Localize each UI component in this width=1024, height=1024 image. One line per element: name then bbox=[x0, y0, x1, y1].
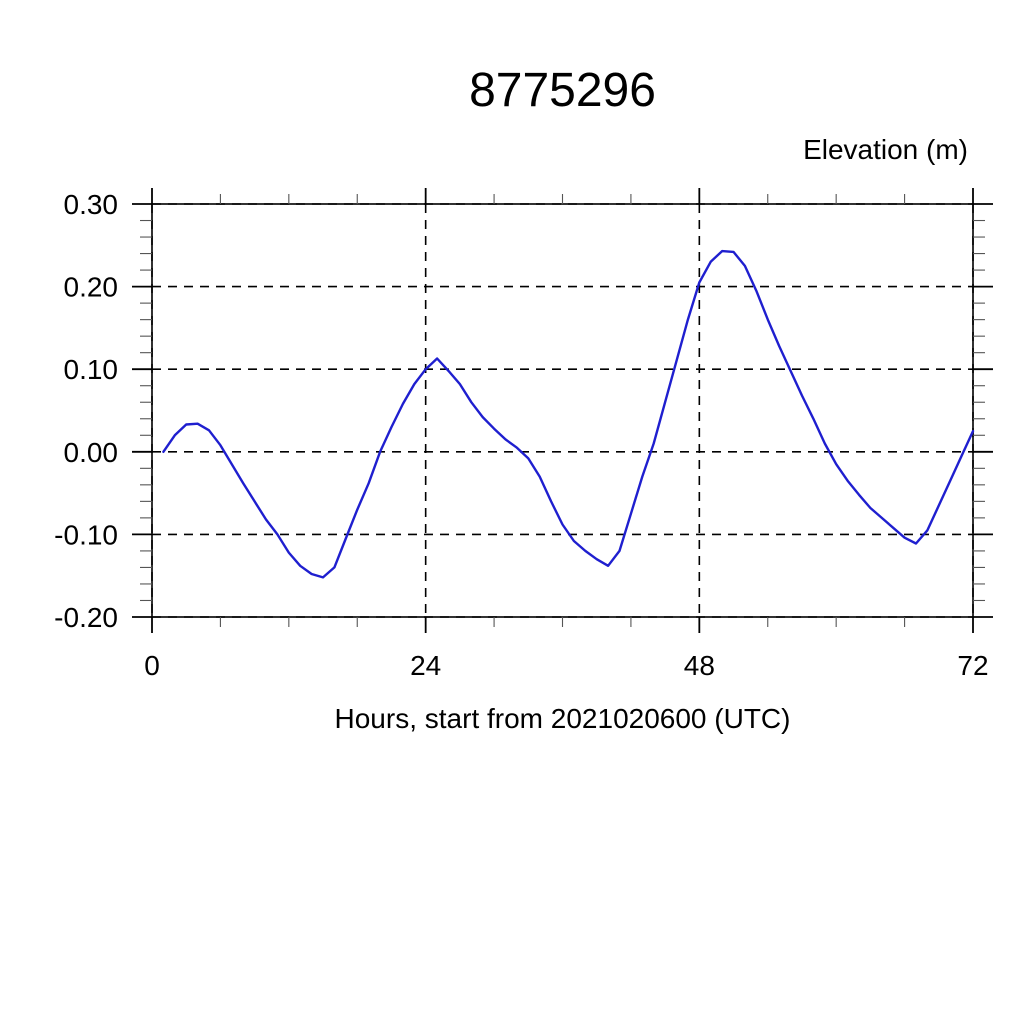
y-tick-label: 0.10 bbox=[64, 354, 119, 385]
y-tick-label: 0.30 bbox=[64, 189, 119, 220]
chart-title: 8775296 bbox=[469, 64, 656, 117]
y-tick-label: -0.10 bbox=[54, 519, 118, 550]
x-tick-label: 48 bbox=[684, 650, 715, 681]
y-tick-label: 0.20 bbox=[64, 272, 119, 303]
plot-frame bbox=[151, 203, 974, 618]
x-tick-label: 72 bbox=[957, 650, 988, 681]
y-tick-label: 0.00 bbox=[64, 437, 119, 468]
elevation-line bbox=[162, 249, 975, 579]
y-axis-title: Elevation (m) bbox=[803, 134, 968, 165]
x-axis-title: Hours, start from 2021020600 (UTC) bbox=[334, 703, 791, 734]
x-tick-label: 24 bbox=[410, 650, 441, 681]
x-tick-label: 0 bbox=[144, 650, 160, 681]
y-tick-label: -0.20 bbox=[54, 602, 118, 633]
